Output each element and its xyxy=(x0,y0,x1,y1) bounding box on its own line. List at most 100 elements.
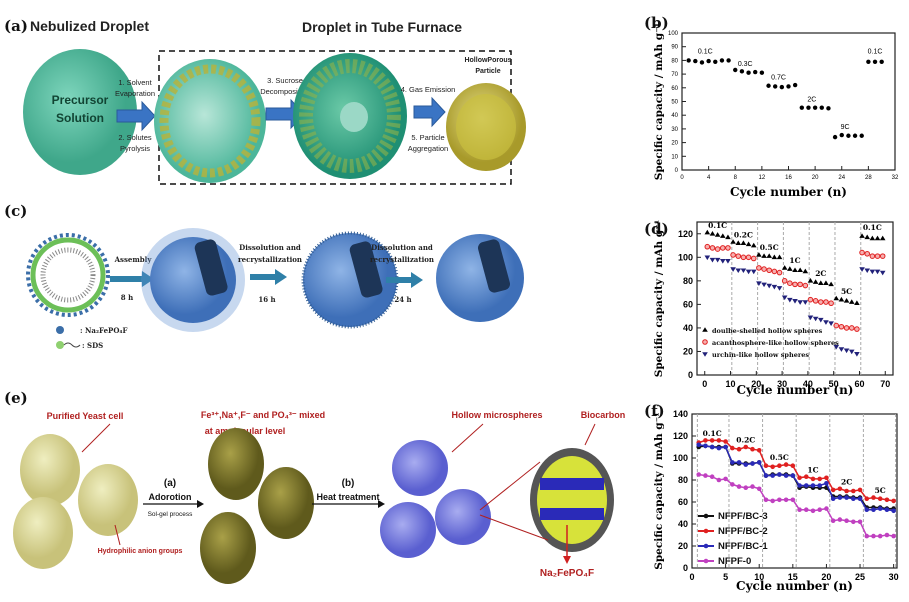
data-point xyxy=(713,59,718,64)
data-point xyxy=(810,476,816,482)
data-point xyxy=(843,325,850,331)
legend-marker xyxy=(702,339,708,345)
legend-label: doulbe-shelled hollow spheres xyxy=(712,327,823,335)
data-point xyxy=(725,259,731,264)
data-point xyxy=(879,253,886,259)
step-label: 3. Sucrose xyxy=(267,76,303,85)
data-point xyxy=(766,83,771,88)
data-point xyxy=(772,84,778,89)
particle-inner xyxy=(456,94,516,160)
series-1: acanthosphere-like hollow spheres xyxy=(702,243,886,347)
series-0: doulbe-shelled hollow spheres xyxy=(702,229,886,335)
y-tick-label: 100 xyxy=(678,252,693,262)
data-point xyxy=(787,297,793,303)
x-tick-label: 40 xyxy=(803,379,813,389)
data-point xyxy=(759,70,765,75)
stage-title-right: Droplet in Tube Furnace xyxy=(302,19,462,35)
data-point xyxy=(735,268,742,274)
data-point xyxy=(723,476,728,482)
step-label: (a) xyxy=(164,478,176,489)
data-point xyxy=(709,474,715,480)
x-tick-label: 0 xyxy=(689,572,694,582)
data-point xyxy=(864,507,870,512)
panel-a-diagram: (a) Nebulized Droplet Droplet in Tube Fu… xyxy=(4,17,526,185)
y-tick-label: 120 xyxy=(673,431,688,441)
data-point xyxy=(735,253,742,259)
data-point xyxy=(740,268,747,274)
precursor-droplet xyxy=(23,49,137,175)
arrow-icon xyxy=(116,100,156,132)
legend-marker xyxy=(702,352,708,357)
data-point xyxy=(837,486,843,492)
x-tick-label: 24 xyxy=(838,175,845,181)
data-point xyxy=(869,235,876,241)
data-point xyxy=(872,59,878,64)
step-label: Pyrolysis xyxy=(120,144,150,153)
data-point xyxy=(844,495,849,500)
plot-frame xyxy=(696,221,894,376)
y-axis-label: Specific capacity / mAh g⁻¹ xyxy=(653,23,665,181)
data-point xyxy=(756,265,762,271)
y-tick-label: 80 xyxy=(683,276,693,286)
x-tick-label: 15 xyxy=(788,572,798,582)
pointer-line xyxy=(451,423,484,453)
panel-e-diagram: (e) Purified Yeast cell Hydrophilic anio… xyxy=(4,389,625,584)
legend-label: urchin-like hollow spheres xyxy=(712,351,809,359)
data-point xyxy=(824,506,829,511)
data-point xyxy=(859,267,865,272)
panel-label: (c) xyxy=(4,202,27,220)
data-point xyxy=(844,488,849,494)
data-point xyxy=(864,533,870,539)
sds-legend-icon xyxy=(56,341,64,349)
step-label: recrystallization xyxy=(238,255,302,264)
data-point xyxy=(703,473,708,478)
step-label: Aggregation xyxy=(408,144,448,153)
data-point xyxy=(802,268,809,274)
data-point xyxy=(745,254,752,261)
data-point xyxy=(866,59,871,64)
data-point xyxy=(851,519,856,525)
data-point xyxy=(693,58,698,64)
data-point xyxy=(766,267,773,274)
rate-annotation: 0.1C xyxy=(863,223,882,232)
y-tick-label: 80 xyxy=(678,475,688,485)
data-point xyxy=(709,230,716,236)
data-point xyxy=(709,444,715,450)
legend-marker xyxy=(702,327,708,332)
data-point xyxy=(810,508,816,514)
data-point xyxy=(859,249,865,256)
rate-annotation: 1C xyxy=(807,465,818,474)
sds-micelle xyxy=(30,237,106,313)
data-point xyxy=(783,473,789,478)
data-point xyxy=(848,325,855,331)
y-tick-label: 40 xyxy=(671,113,678,119)
hollow-microsphere xyxy=(392,440,448,496)
data-point xyxy=(846,133,851,138)
data-point xyxy=(763,463,769,469)
data-point xyxy=(740,254,747,261)
data-point xyxy=(730,460,735,465)
step-label: Dissolution and xyxy=(239,243,301,252)
data-point xyxy=(716,477,722,483)
series-1: NFPF/BC-2 xyxy=(696,438,896,537)
data-point xyxy=(781,295,788,301)
x-tick-label: 12 xyxy=(759,175,766,181)
ions-label: Fe³⁺,Na⁺,F⁻ and PO₄³⁻ mixed xyxy=(201,410,325,420)
x-tick-label: 30 xyxy=(777,379,787,389)
data-point xyxy=(714,232,721,237)
precursor-label: Precursor xyxy=(52,93,109,107)
data-point xyxy=(771,268,778,275)
data-point xyxy=(891,498,896,504)
data-point xyxy=(706,58,711,64)
x-tick-label: 4 xyxy=(707,175,711,181)
data-point xyxy=(859,133,864,138)
data-point xyxy=(851,488,856,494)
data-point xyxy=(743,444,749,450)
data-point xyxy=(704,229,711,235)
arrow-icon xyxy=(386,272,423,288)
pointer-line xyxy=(81,423,111,453)
chart-d: (d) 0 10 20 30 40 50 60 70 0 20 40 60 80 100 120 Cycle n… xyxy=(644,220,894,397)
x-tick-label: 28 xyxy=(865,175,872,181)
y-tick-label: 60 xyxy=(671,86,678,92)
